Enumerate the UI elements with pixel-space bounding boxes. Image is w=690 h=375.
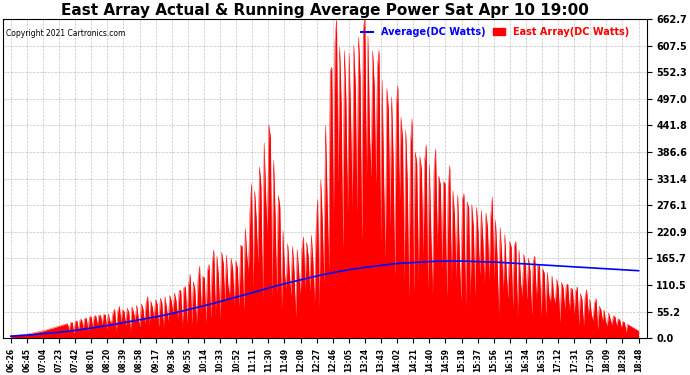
Text: Copyright 2021 Cartronics.com: Copyright 2021 Cartronics.com (6, 28, 126, 38)
Legend: Average(DC Watts), East Array(DC Watts): Average(DC Watts), East Array(DC Watts) (362, 27, 629, 37)
Title: East Array Actual & Running Average Power Sat Apr 10 19:00: East Array Actual & Running Average Powe… (61, 3, 589, 18)
